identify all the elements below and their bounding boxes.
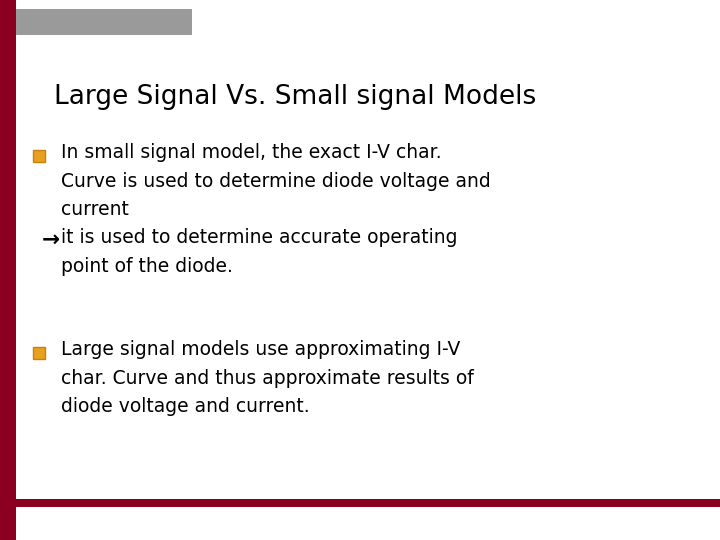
Text: current: current — [61, 200, 129, 219]
Text: it is used to determine accurate operating: it is used to determine accurate operati… — [61, 228, 458, 247]
FancyBboxPatch shape — [33, 347, 45, 359]
Bar — [16, 9, 192, 35]
Bar — [0, 0, 16, 540]
Text: point of the diode.: point of the diode. — [61, 256, 233, 275]
Text: Large Signal Vs. Small signal Models: Large Signal Vs. Small signal Models — [54, 84, 536, 110]
Text: diode voltage and current.: diode voltage and current. — [61, 397, 310, 416]
Text: In small signal model, the exact I-V char.: In small signal model, the exact I-V cha… — [61, 143, 442, 162]
Text: char. Curve and thus approximate results of: char. Curve and thus approximate results… — [61, 369, 474, 388]
Bar — [16, 499, 720, 507]
Text: Curve is used to determine diode voltage and: Curve is used to determine diode voltage… — [61, 172, 491, 191]
Text: Large signal models use approximating I-V: Large signal models use approximating I-… — [61, 340, 461, 359]
FancyBboxPatch shape — [33, 150, 45, 161]
Text: →: → — [42, 230, 60, 249]
